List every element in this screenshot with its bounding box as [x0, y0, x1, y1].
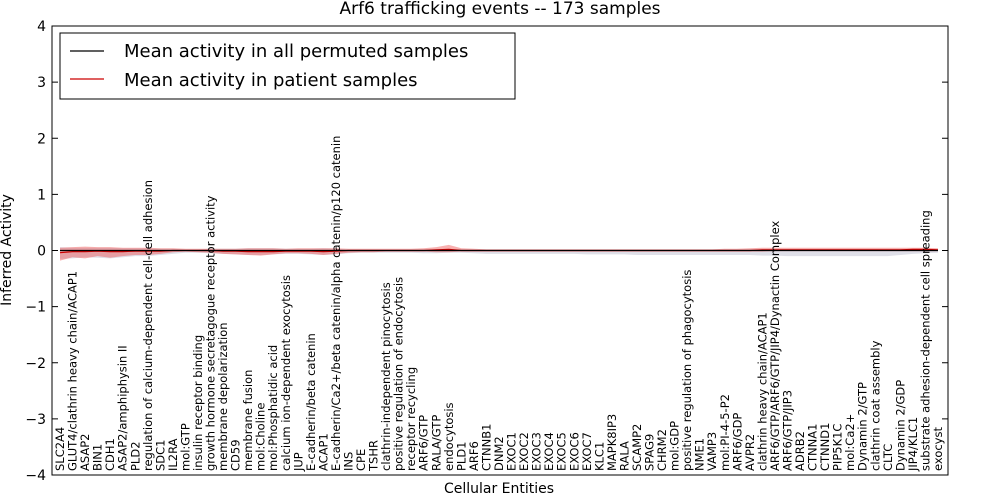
x-axis-label: Cellular Entities — [444, 481, 554, 497]
y-tick-label: 3 — [37, 75, 46, 91]
category-label: positive regulation of endocytosis — [392, 277, 406, 471]
category-label: clathrin coat assembly — [868, 340, 882, 471]
chart-title: Arf6 trafficking events -- 173 samples — [339, 0, 660, 19]
y-tick-label: 2 — [37, 131, 46, 147]
category-label: SPAG9 — [643, 434, 657, 471]
category-label: SLC2A4 — [53, 427, 67, 471]
y-tick-label: −3 — [25, 412, 46, 428]
category-label: ASAP2 — [78, 434, 92, 472]
category-label: calcium ion-dependent exocytosis — [279, 275, 293, 471]
category-label: RALA — [617, 441, 631, 471]
category-label: JUP — [291, 452, 305, 472]
category-label: SDC1 — [153, 439, 167, 471]
category-label: E-cadherin/Ca2+/beta catenin/alpha caten… — [329, 136, 343, 471]
category-label: EXOC6 — [567, 432, 581, 471]
category-label: EXOC1 — [505, 432, 519, 471]
category-label: NME1 — [693, 438, 707, 471]
category-label: EXOC4 — [542, 432, 556, 471]
category-label: endocytosis — [442, 402, 456, 471]
category-label: ACAP1 — [316, 433, 330, 471]
category-label: PLD1 — [454, 441, 468, 471]
legend-label-patient: Mean activity in patient samples — [124, 70, 418, 91]
category-label: ARF6/GTP — [417, 415, 431, 471]
category-label: E-cadherin/beta catenin — [304, 333, 318, 471]
category-label: CTNNB1 — [479, 424, 493, 471]
category-label: clathrin heavy chain/ACAP1 — [755, 312, 769, 471]
category-label: RALA/GTP — [429, 415, 443, 471]
category-label: mol:GDP — [668, 421, 682, 471]
category-label: GLUT4/clathrin heavy chain/ACAP1 — [66, 271, 80, 471]
category-label: ARF6/GDP — [730, 413, 744, 471]
category-label: PIP5K1C — [831, 424, 845, 471]
y-axis: −4 −3 −2 −1 0 1 2 3 4 — [25, 19, 948, 484]
category-label: EXOC7 — [580, 432, 594, 471]
category-label: CD59 — [229, 439, 243, 471]
category-label: mol:Choline — [254, 403, 268, 471]
category-label: ARF6/GTP/JIP3 — [780, 390, 794, 471]
category-label: positive regulation of phagocytosis — [680, 270, 694, 471]
y-axis-label: Inferred Activity — [0, 194, 15, 306]
category-label: mol:PI-4-5-P2 — [718, 394, 732, 471]
y-tick-label: 4 — [37, 19, 46, 35]
category-label: SCAMP2 — [630, 424, 644, 471]
category-label: EXOC3 — [530, 432, 544, 471]
y-tick-label: −4 — [25, 468, 46, 484]
category-label: MAPK8IP3 — [605, 414, 619, 471]
category-label: CLTC — [881, 444, 895, 471]
category-label: regulation of calcium-dependent cell-cel… — [141, 180, 155, 471]
y-tick-label: −1 — [25, 300, 46, 316]
category-label: ARF6/GTP/ARF6/GTP/JIP4/Dynactin Complex — [768, 220, 782, 471]
category-label: INS — [341, 452, 355, 471]
category-label: clathrin-independent pinocytosis — [379, 282, 393, 471]
category-label: EXOC5 — [555, 432, 569, 471]
category-label: receptor recycling — [404, 367, 418, 471]
category-label: ASAP2/amphiphysin II — [116, 345, 130, 471]
category-label: Dynamin 2/GDP — [893, 380, 907, 471]
category-label: mol:Phosphatidic acid — [266, 345, 280, 471]
legend-label-permuted: Mean activity in all permuted samples — [124, 41, 468, 62]
category-label: mol:Ca2+ — [843, 414, 857, 471]
category-label: ADRB2 — [793, 431, 807, 471]
category-label: insulin receptor binding — [191, 335, 205, 471]
category-label: membrane depolarization — [216, 322, 230, 471]
legend: Mean activity in all permuted samples Me… — [59, 32, 516, 100]
legend-box — [59, 32, 516, 100]
category-label: DNM2 — [492, 436, 506, 471]
category-label: VAMP3 — [705, 432, 719, 471]
category-label: mol:GTP — [178, 423, 192, 471]
category-label: TSHR — [367, 440, 381, 472]
category-label: growth hormone secretagogue receptor act… — [204, 195, 218, 471]
series-lines — [59, 248, 939, 254]
category-label: PLD2 — [128, 441, 142, 471]
category-label: CHRM2 — [655, 429, 669, 471]
category-label: CDH1 — [103, 438, 117, 471]
category-label: IL2RA — [166, 438, 180, 471]
band-series-1 — [60, 244, 938, 261]
y-tick-label: 0 — [37, 244, 46, 260]
category-label: JIP4/KLC1 — [906, 417, 920, 472]
category-label: EXOC2 — [517, 432, 531, 471]
category-label: BIN1 — [91, 444, 105, 471]
category-label: AVPR2 — [743, 434, 757, 471]
category-label: membrane fusion — [241, 370, 255, 471]
category-label: KLC1 — [592, 442, 606, 471]
category-label: CTNNA1 — [806, 424, 820, 471]
category-label: Dynamin 2/GTP — [856, 382, 870, 471]
category-label: exocyst — [931, 427, 945, 471]
category-label: CTNND1 — [818, 423, 832, 471]
y-tick-label: 1 — [37, 187, 46, 203]
category-label: substrate adhesion-dependent cell spread… — [918, 210, 932, 471]
category-label: CPE — [354, 449, 368, 471]
category-label: ARF6 — [467, 441, 481, 471]
y-tick-label: −2 — [25, 356, 46, 372]
